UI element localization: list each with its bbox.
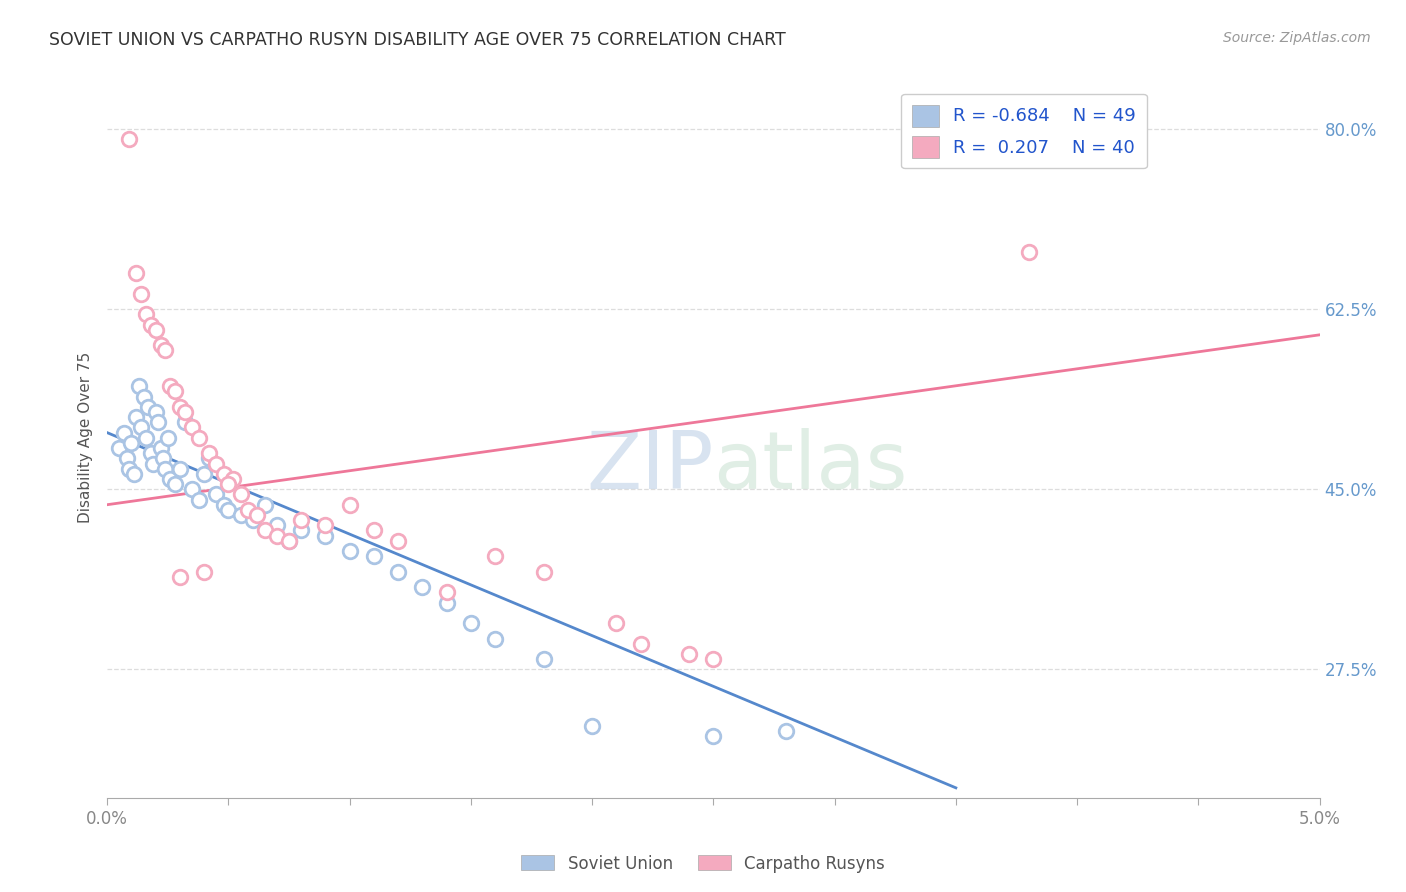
Point xyxy=(266,528,288,542)
Point xyxy=(181,483,204,497)
Point xyxy=(128,379,150,393)
Point xyxy=(155,343,177,358)
Point xyxy=(112,425,135,440)
Point xyxy=(266,518,288,533)
Point xyxy=(156,431,179,445)
Point xyxy=(533,652,555,666)
Text: ZIP: ZIP xyxy=(586,427,713,506)
Text: SOVIET UNION VS CARPATHO RUSYN DISABILITY AGE OVER 75 CORRELATION CHART: SOVIET UNION VS CARPATHO RUSYN DISABILIT… xyxy=(49,31,786,49)
Point xyxy=(146,415,169,429)
Point xyxy=(229,508,252,522)
Point xyxy=(339,498,361,512)
Point xyxy=(155,461,177,475)
Point xyxy=(181,420,204,434)
Point xyxy=(129,420,152,434)
Point xyxy=(236,503,259,517)
Point xyxy=(165,477,187,491)
Point xyxy=(149,441,172,455)
Point xyxy=(198,451,221,466)
Point xyxy=(217,503,239,517)
Point xyxy=(387,533,409,548)
Text: Source: ZipAtlas.com: Source: ZipAtlas.com xyxy=(1223,31,1371,45)
Point xyxy=(205,457,228,471)
Point xyxy=(242,513,264,527)
Point xyxy=(339,544,361,558)
Point xyxy=(205,487,228,501)
Point xyxy=(198,446,221,460)
Point xyxy=(411,580,433,594)
Point xyxy=(212,467,235,481)
Point xyxy=(115,451,138,466)
Point xyxy=(139,446,162,460)
Point xyxy=(212,498,235,512)
Point xyxy=(145,405,167,419)
Point xyxy=(290,513,312,527)
Point xyxy=(152,451,174,466)
Point xyxy=(630,637,652,651)
Point xyxy=(193,467,215,481)
Point xyxy=(678,647,700,661)
Point xyxy=(149,338,172,352)
Point xyxy=(145,323,167,337)
Point xyxy=(314,518,336,533)
Point xyxy=(135,307,157,321)
Point xyxy=(363,524,385,538)
Point xyxy=(118,132,141,146)
Point xyxy=(132,390,155,404)
Y-axis label: Disability Age Over 75: Disability Age Over 75 xyxy=(79,352,93,524)
Point xyxy=(702,730,724,744)
Point xyxy=(217,477,239,491)
Point xyxy=(253,524,276,538)
Point xyxy=(290,524,312,538)
Point xyxy=(118,461,141,475)
Point xyxy=(169,461,191,475)
Point xyxy=(165,384,187,399)
Point xyxy=(188,431,211,445)
Point xyxy=(135,431,157,445)
Point xyxy=(278,533,301,548)
Point xyxy=(702,652,724,666)
Point xyxy=(436,595,458,609)
Point xyxy=(605,616,627,631)
Point xyxy=(581,719,603,733)
Point xyxy=(122,467,145,481)
Point xyxy=(246,508,269,522)
Legend: Soviet Union, Carpatho Rusyns: Soviet Union, Carpatho Rusyns xyxy=(515,848,891,880)
Point xyxy=(125,266,148,280)
Point xyxy=(533,565,555,579)
Point xyxy=(173,405,195,419)
Point xyxy=(125,410,148,425)
Legend: R = -0.684    N = 49, R =  0.207    N = 40: R = -0.684 N = 49, R = 0.207 N = 40 xyxy=(901,94,1147,169)
Point xyxy=(222,472,245,486)
Point xyxy=(108,441,131,455)
Point xyxy=(120,436,142,450)
Point xyxy=(460,616,482,631)
Point xyxy=(169,400,191,414)
Point xyxy=(436,585,458,599)
Point xyxy=(278,533,301,548)
Point xyxy=(1018,245,1040,260)
Point xyxy=(129,286,152,301)
Point xyxy=(253,498,276,512)
Point xyxy=(159,472,181,486)
Point xyxy=(775,724,797,739)
Point xyxy=(169,570,191,584)
Point xyxy=(159,379,181,393)
Point xyxy=(188,492,211,507)
Text: atlas: atlas xyxy=(713,427,908,506)
Point xyxy=(363,549,385,564)
Point xyxy=(484,549,506,564)
Point xyxy=(193,565,215,579)
Point xyxy=(229,487,252,501)
Point xyxy=(387,565,409,579)
Point xyxy=(138,400,160,414)
Point xyxy=(314,528,336,542)
Point xyxy=(173,415,195,429)
Point xyxy=(139,318,162,332)
Point xyxy=(142,457,165,471)
Point xyxy=(484,632,506,646)
